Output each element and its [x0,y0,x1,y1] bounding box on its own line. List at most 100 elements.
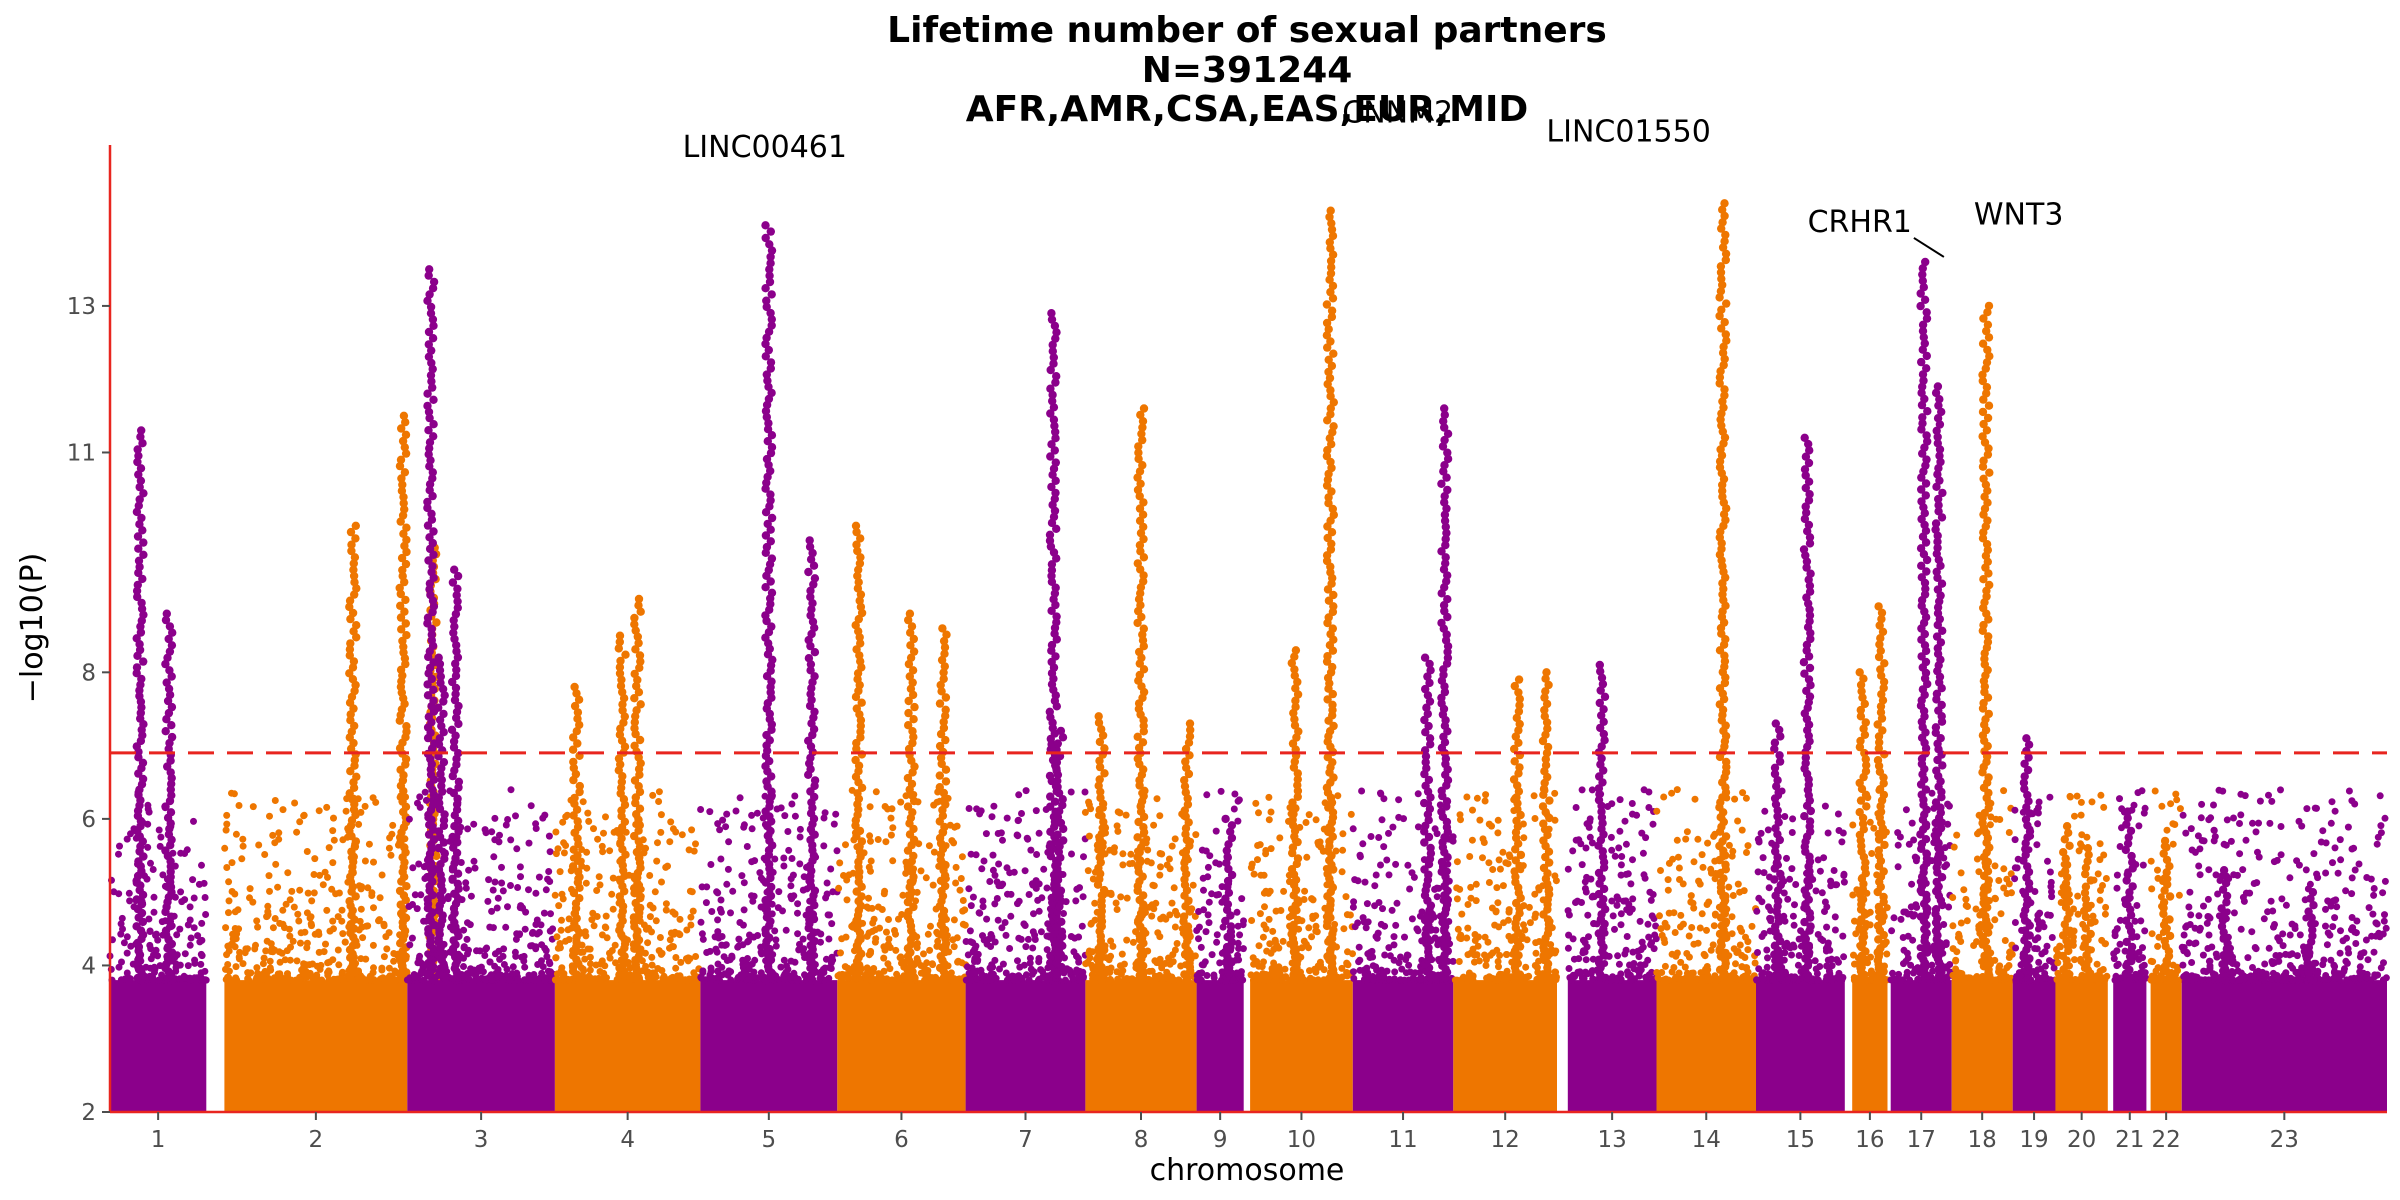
snp-point [1035,880,1043,888]
snp-point [1406,885,1414,893]
snp-point [1262,850,1270,858]
peak-snp-point [425,413,434,423]
snp-point [517,902,525,910]
snp-point [488,828,496,836]
peak-snp-point [904,708,913,718]
snp-point [989,866,997,874]
snp-point [744,955,751,962]
snp-point [833,847,841,855]
snp-point [703,883,711,891]
snp-point [293,957,301,965]
snp-point [706,947,714,955]
snp-point [708,908,716,915]
snp-point [1303,853,1311,861]
snp-point [296,975,304,983]
snp-point [1391,968,1399,976]
snp-point [552,976,560,984]
snp-point [964,951,972,959]
snp-point [236,948,244,956]
snp-point [507,882,514,889]
snp-point [865,904,873,912]
peak-snp-point [439,758,449,767]
snp-point [593,913,601,920]
snp-point [464,950,471,958]
snp-point [1280,887,1288,895]
snp-point [1371,882,1379,890]
snp-point [1355,958,1363,966]
snp-point [527,802,535,810]
peak-snp-point [1047,309,1056,318]
snp-point [1159,975,1167,983]
snp-point [1195,935,1202,943]
snp-point [1259,933,1267,941]
snp-point [648,961,656,969]
snp-point [990,802,998,810]
snp-point [521,925,529,933]
snp-point [827,965,835,972]
snp-point [948,837,956,845]
snp-point [225,878,233,886]
snp-point [309,974,316,982]
snp-point [1248,860,1256,868]
peak-snp-point [427,377,436,386]
peak-snp-point [440,849,449,858]
snp-point [408,934,416,942]
snp-point [1360,966,1368,974]
snp-point [967,902,975,910]
snp-point [751,857,759,865]
peak-snp-point [139,489,148,498]
snp-point [927,975,935,983]
peak-snp-point [1329,422,1338,431]
snp-point [529,928,537,936]
snp-point [1372,871,1380,879]
peak-snp-point [351,534,360,543]
peak-snp-point [136,432,145,441]
snp-point [286,932,294,940]
snp-point [530,971,538,978]
snp-point [1031,931,1039,939]
snp-point [972,942,980,950]
snp-point [583,864,591,872]
snp-point [732,807,740,815]
peak-snp-point [346,527,356,537]
snp-point [692,840,699,848]
snp-point [466,921,474,929]
snp-point [657,811,665,819]
snp-point [1349,950,1356,958]
snp-point [961,906,969,914]
snp-point [485,876,493,884]
snp-point [1195,923,1203,931]
snp-point [488,907,496,915]
snp-point [259,972,267,980]
snp-point [1210,971,1218,979]
snp-point [1123,894,1131,902]
snp-point [147,859,154,867]
snp-point [557,926,565,934]
snp-point [842,841,849,849]
snp-point [596,881,604,889]
snp-point [982,830,990,838]
snp-point [842,933,850,941]
peak-snp-point [347,540,356,549]
snp-point [658,878,665,886]
peak-snp-point [396,601,405,610]
chromosome-9-dense-band [1196,980,1244,1112]
snp-point [1172,907,1179,915]
snp-point [667,818,675,826]
snp-point [1250,960,1258,968]
snp-point [707,861,715,868]
snp-point [378,966,386,974]
snp-point [1231,790,1239,798]
snp-point [549,925,557,933]
snp-point [196,938,204,946]
snp-point [1378,816,1386,824]
snp-point [494,966,502,973]
snp-point [503,965,511,973]
snp-point [823,879,831,887]
snp-point [1114,827,1122,835]
peak-snp-point [448,677,457,687]
snp-point [499,887,507,895]
snp-point [194,932,202,940]
snp-point [884,805,892,813]
snp-point [1377,920,1385,928]
